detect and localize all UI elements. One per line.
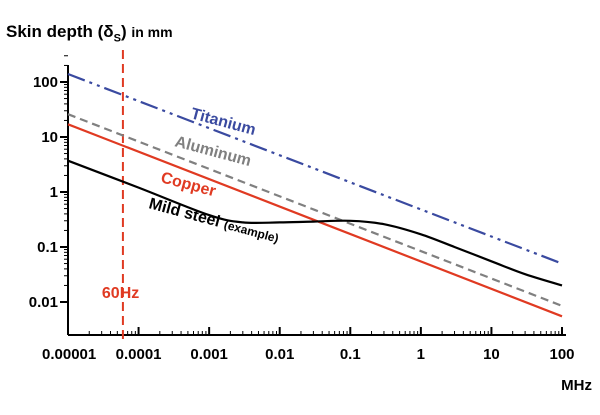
series-copper-line <box>67 123 563 318</box>
x-tick-label: 0.1 <box>340 346 361 363</box>
series-mild-steel-name: Mild steel <box>147 195 222 230</box>
skin-depth-subscript: S <box>113 32 121 45</box>
y-axis-title-prefix: Skin depth ( <box>6 22 104 41</box>
y-axis-unit: in mm <box>131 24 173 40</box>
x-tick-label: 0.00001 <box>42 346 96 363</box>
y-tick-label: 100 <box>33 74 58 91</box>
y-axis-title-suffix: ) <box>120 22 127 41</box>
series-mild-steel-label: Mild steel(example) <box>147 195 281 246</box>
y-tick-label: 1 <box>50 184 58 201</box>
y-tick-label: 0.01 <box>29 294 58 311</box>
series-aluminum-label: Aluminum <box>173 133 253 170</box>
series-copper-name: Copper <box>159 169 217 200</box>
series-copper-label: Copper <box>159 169 217 200</box>
series-aluminum-line <box>67 113 563 307</box>
series-mild-steel-line <box>67 159 563 287</box>
x-tick-label: 0.0001 <box>116 346 162 363</box>
series-titanium-line <box>67 72 563 265</box>
skin-depth-symbol: δ <box>103 22 114 41</box>
y-tick-label: 0.1 <box>37 239 58 256</box>
marker-60hz-label: 60Hz <box>102 285 139 302</box>
x-tick-label: 100 <box>549 346 574 363</box>
x-tick-label: 1 <box>417 346 425 363</box>
y-axis-title: Skin depth (δS) in mm <box>6 22 173 44</box>
x-axis-unit: MHz <box>561 377 592 394</box>
x-tick-label: 10 <box>483 346 500 363</box>
x-tick-label: 0.01 <box>265 346 294 363</box>
x-tick-label: 0.001 <box>190 346 228 363</box>
y-tick-label: 10 <box>41 129 58 146</box>
series-aluminum-name: Aluminum <box>173 133 253 170</box>
